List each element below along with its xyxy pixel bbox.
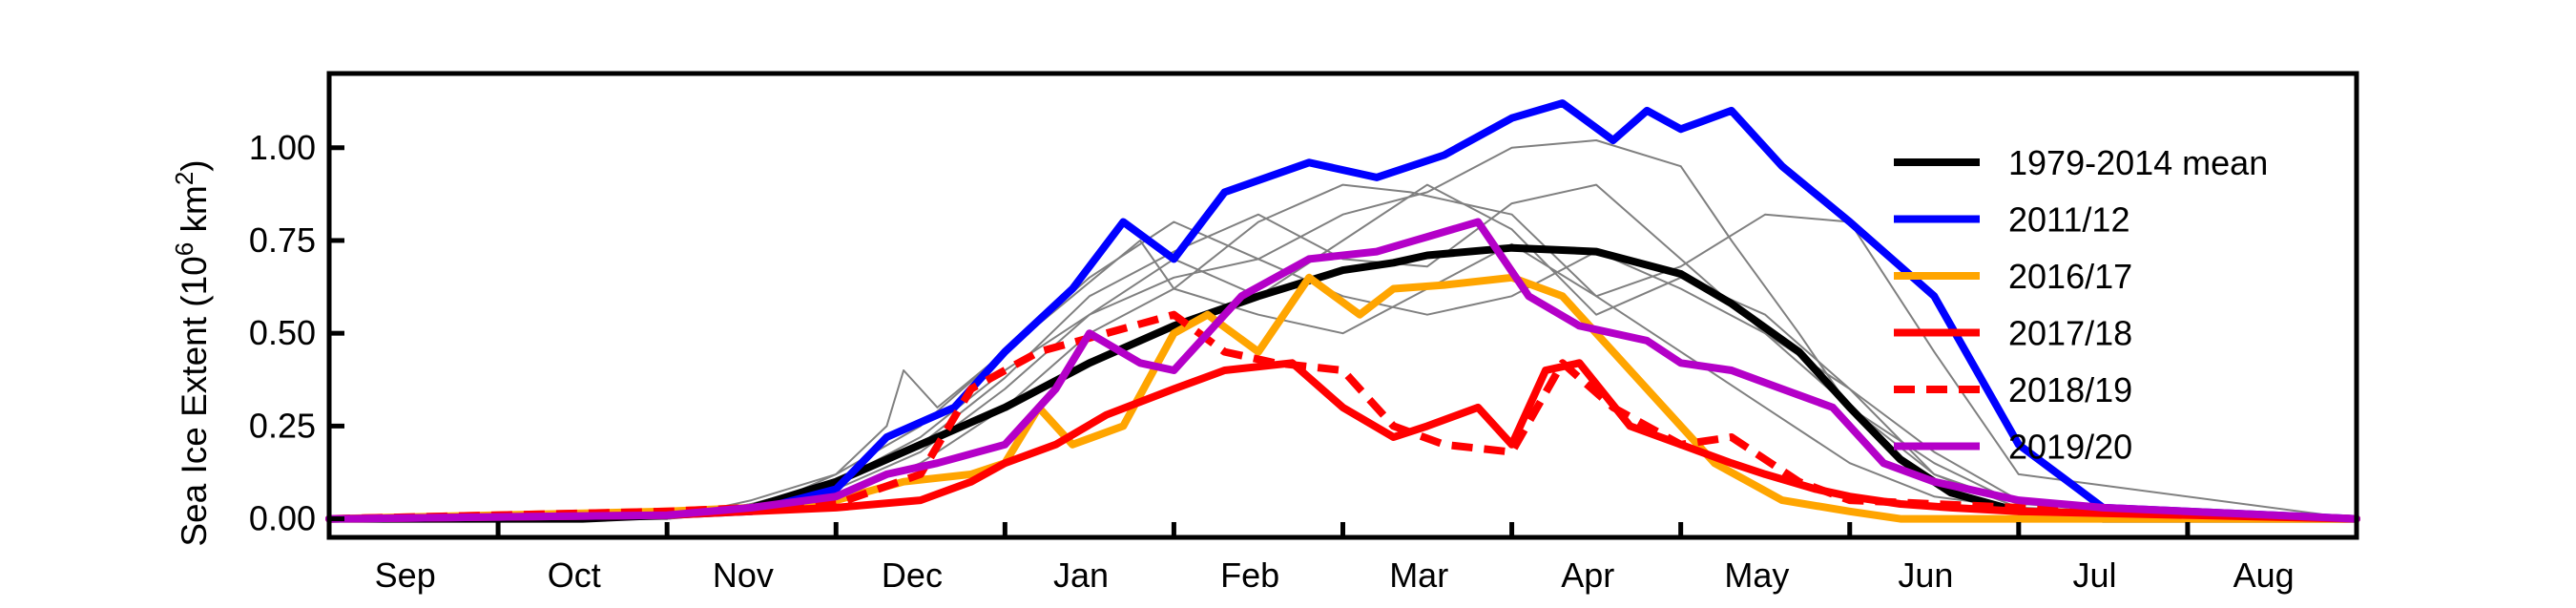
series-lines [325, 99, 2360, 523]
x-tick-label-may: May [1724, 556, 1789, 595]
y-tick-label-2: 0.25 [249, 406, 316, 445]
x-tick-label-dec: Dec [882, 556, 943, 595]
y-tick-label-1: 0.00 [249, 499, 316, 538]
y-axis-ticks: 0.00 0.25 0.50 0.75 1.00 [249, 128, 344, 538]
x-tick-label-jun: Jun [1898, 556, 1953, 595]
legend: 1979-2014 mean 2011/12 2016/17 2017/18 2018/… [1894, 143, 2268, 467]
legend-label-1: 1979-2014 mean [2008, 143, 2268, 182]
x-tick-label-sep: Sep [375, 556, 436, 595]
background-year-line-1 [329, 183, 2358, 520]
legend-label-4: 2017/18 [2008, 314, 2132, 353]
x-tick-label-feb: Feb [1220, 556, 1279, 595]
x-axis-ticks: Sep Oct Nov Dec Jan Feb Mar Apr May Jun Jul Aug [375, 522, 2295, 595]
legend-label-3: 2016/17 [2008, 257, 2132, 296]
y-tick-label-4: 0.75 [249, 220, 316, 260]
x-tick-label-oct: Oct [548, 556, 601, 595]
y-tick-label-5: 1.00 [249, 128, 316, 167]
legend-label-5: 2018/19 [2008, 370, 2132, 409]
legend-label-6: 2019/20 [2008, 428, 2132, 467]
y-tick-label-3: 0.50 [249, 313, 316, 352]
legend-label-2: 2011/12 [2008, 200, 2129, 240]
x-tick-label-apr: Apr [1561, 556, 1614, 595]
x-tick-label-jan: Jan [1053, 556, 1109, 595]
series-line-1 [325, 243, 2360, 523]
x-tick-label-jul: Jul [2073, 556, 2117, 595]
series-line-6 [325, 218, 2360, 523]
x-tick-label-aug: Aug [2233, 556, 2295, 595]
x-tick-label-mar: Mar [1389, 556, 1448, 595]
y-axis-title: Sea Ice Extent (106 km2) [170, 159, 214, 546]
series-line-2 [325, 99, 2360, 523]
x-tick-label-nov: Nov [713, 556, 774, 595]
